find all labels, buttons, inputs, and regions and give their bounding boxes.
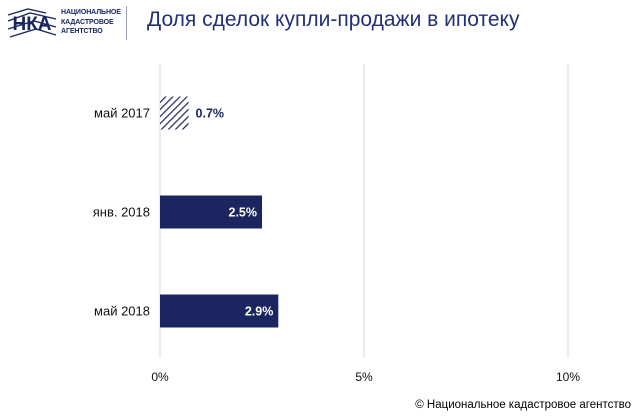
data-label: 2.5%	[229, 206, 258, 220]
header: НКА НАЦИОНАЛЬНОЕ КАДАСТРОВОЕ АГЕНТСТВО Д…	[0, 0, 643, 46]
category-label: май 2017	[94, 106, 150, 121]
page-title: Доля сделок купли-продажи в ипотеку	[147, 8, 520, 31]
bar	[160, 195, 262, 229]
logo-text: НАЦИОНАЛЬНОЕ КАДАСТРОВОЕ АГЕНТСТВО	[61, 8, 125, 37]
x-tick-label: 10%	[556, 370, 580, 384]
logo-abbr: НКА	[12, 14, 51, 35]
bar	[160, 294, 279, 328]
x-tick-label: 5%	[355, 370, 373, 384]
data-label: 0.7%	[196, 107, 225, 121]
logo-line-2: КАДАСТРОВОЕ	[61, 18, 114, 26]
data-label: 2.9%	[245, 305, 274, 319]
logo-line-1: НАЦИОНАЛЬНОЕ	[61, 9, 121, 16]
x-tick-label: 0%	[151, 370, 169, 384]
logo-line-3: АГЕНТСТВО	[61, 28, 103, 35]
category-label: май 2018	[94, 304, 150, 319]
copyright-footer: © Национальное кадастровое агентство	[415, 399, 631, 411]
nka-logo-icon: НКА	[6, 7, 58, 39]
category-label: янв. 2018	[93, 205, 150, 220]
header-divider	[126, 6, 127, 40]
bar	[160, 96, 189, 130]
logo: НКА НАЦИОНАЛЬНОЕ КАДАСТРОВОЕ АГЕНТСТВО	[6, 5, 126, 41]
